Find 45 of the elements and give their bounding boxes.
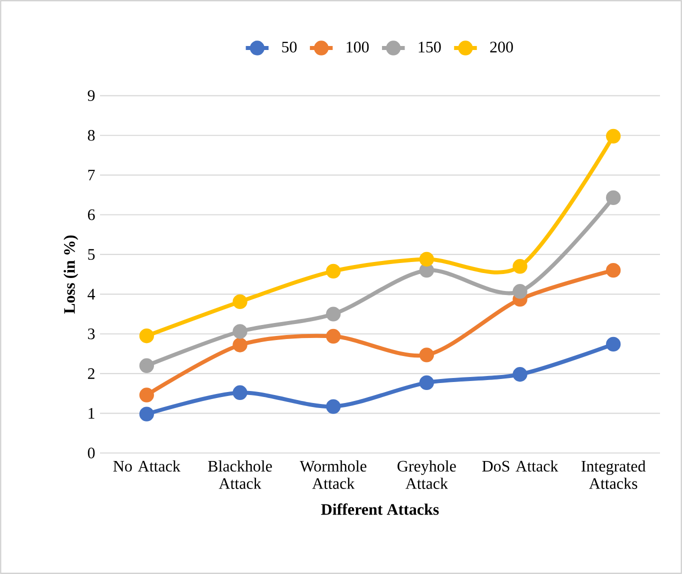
x-axis-title: Different Attacks — [321, 503, 439, 515]
point — [419, 263, 434, 278]
point — [326, 399, 341, 414]
y-tick-label: 9 — [88, 90, 95, 102]
point — [326, 328, 341, 344]
point — [419, 375, 434, 390]
point — [139, 406, 154, 422]
x-tick-label: Blackhole Attack — [208, 460, 272, 489]
point — [232, 324, 248, 339]
legend-label: 200 — [490, 42, 513, 52]
point — [232, 385, 248, 400]
point — [326, 306, 341, 322]
y-tick-label: 5 — [88, 249, 95, 260]
legend-label: 150 — [418, 42, 441, 52]
point — [606, 263, 621, 278]
point — [419, 348, 434, 362]
y-tick-label: 1 — [88, 408, 94, 419]
x-tick-label: No Attack — [113, 460, 180, 472]
x-tick-label: Wormhole Attack — [300, 460, 366, 489]
point — [232, 294, 248, 310]
y-tick-label: 8 — [88, 130, 95, 141]
y-tick-label: 3 — [88, 328, 95, 340]
y-tick-label: 7 — [88, 170, 95, 180]
x-tick-label: Integrated Attacks — [581, 460, 646, 489]
point — [139, 388, 154, 402]
legend-label: 50 — [282, 42, 297, 52]
point — [326, 264, 341, 278]
y-tick-label: 4 — [88, 288, 96, 300]
point — [512, 367, 528, 382]
point — [606, 190, 621, 206]
point — [606, 128, 621, 144]
legend-label: 100 — [346, 42, 369, 52]
point — [512, 284, 528, 299]
point — [139, 328, 154, 344]
point — [139, 358, 154, 373]
y-tick-label: 0 — [88, 448, 95, 458]
point — [232, 338, 248, 352]
y-tick-label: 6 — [88, 209, 95, 220]
point — [606, 336, 621, 352]
point — [512, 259, 528, 274]
y-tick-label: 2 — [88, 368, 94, 379]
point — [419, 252, 434, 267]
y-axis-title: Loss (in %) — [64, 235, 78, 314]
x-tick-label: DoS Attack — [482, 460, 558, 472]
x-tick-label: Greyhole Attack — [398, 460, 456, 489]
